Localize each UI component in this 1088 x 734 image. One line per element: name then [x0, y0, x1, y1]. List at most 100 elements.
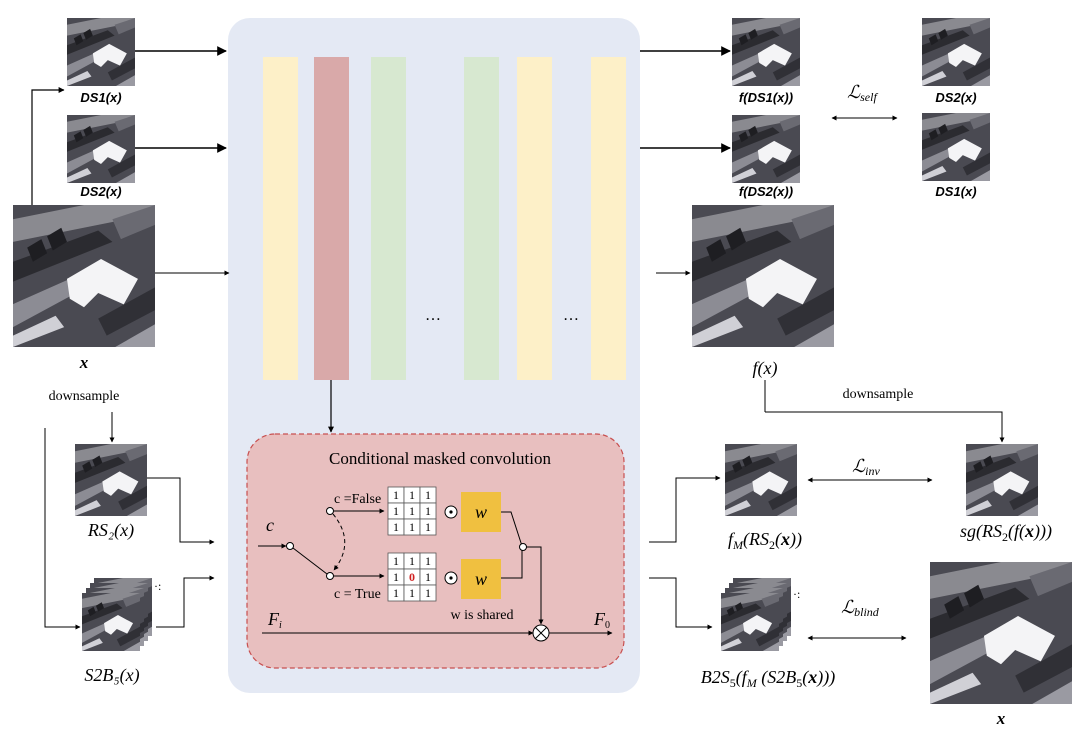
img-b2s5-front [721, 593, 779, 651]
switch-node [286, 542, 294, 550]
label-fm-rs2-sub: M [732, 538, 744, 552]
odot-true-dot [449, 576, 453, 580]
label-f-x: f(x) [753, 358, 778, 379]
arrow-s2b5-to-net [156, 575, 215, 628]
w-label-false: w [475, 502, 487, 522]
label-sg-rs2: sg(RS2(f(x))) [960, 521, 1052, 544]
label-rs2: RS₂(x) [87, 520, 134, 541]
label-fm-rs2-end: (x)) [775, 529, 802, 550]
layer-1 [263, 57, 298, 380]
kernel-false-value-2: 1 [425, 488, 431, 502]
w-shared-label: w is shared [451, 608, 514, 623]
w-box-false [461, 492, 501, 532]
switch-true-node [326, 572, 334, 580]
img-ds1 [67, 18, 135, 86]
label-sg-rest: (f(x))) [1008, 521, 1052, 542]
fi-text: F [267, 609, 280, 629]
kernel-true-value-4: 0 [409, 570, 415, 584]
kernel-false-value-6: 1 [393, 520, 399, 534]
arrow-downsample-right [765, 411, 1005, 443]
ellipsis-2: … [563, 307, 579, 324]
kernel-true-value-0: 1 [393, 554, 399, 568]
label-b2s5-rest2: (S2B [757, 667, 797, 688]
kernel-true-value-8: 1 [425, 586, 431, 600]
layer-6 [591, 57, 626, 380]
img-ds1-right [922, 113, 990, 181]
merge-to-mult [526, 546, 544, 625]
w-label-true: w [475, 569, 487, 589]
label-fm-rs2-rest: (RS [743, 529, 769, 550]
c-input-label: c [266, 515, 274, 535]
img-f-ds2 [732, 115, 800, 183]
kernel-true-value-2: 1 [425, 554, 431, 568]
layer-4 [464, 57, 499, 380]
b2s5-stack-dots: ·: [793, 587, 800, 601]
kernel-false-value-4: 1 [409, 504, 415, 518]
label-ds1: DS1(x) [80, 90, 121, 105]
label-b2s5: B2S5(fM (S2B5(x))) [701, 667, 835, 690]
img-s2b5-front [82, 593, 140, 651]
label-fm-rs2-sub2: 2 [769, 538, 775, 552]
img-rs2 [75, 444, 147, 516]
label-downsample-left: downsample [49, 389, 120, 404]
kernel-false-value-1: 1 [409, 488, 415, 502]
kernel-true-value-5: 1 [425, 570, 431, 584]
switch-false-node [326, 507, 334, 515]
kernel-false-value-7: 1 [409, 520, 415, 534]
fi-subscript: i [279, 620, 282, 631]
ellipsis-1: … [425, 307, 441, 324]
img-f-ds1 [732, 18, 800, 86]
loss-self-sub: self [860, 90, 878, 104]
label-b2s5-rest: (f [736, 667, 750, 688]
layer-3 [371, 57, 406, 380]
label-x-bottom: x [996, 709, 1006, 728]
kernel-true-value-3: 1 [393, 570, 399, 584]
label-ds2: DS2(x) [80, 184, 121, 199]
fi-label: Fi [267, 609, 282, 631]
kernel-true-value-1: 1 [409, 554, 415, 568]
img-x-main [13, 205, 155, 347]
cmc-box [246, 433, 625, 669]
label-fm-rs2-x: x [780, 529, 790, 549]
label-loss-inv: ℒinv [852, 456, 880, 478]
arrow-x-to-ds1 [31, 87, 65, 205]
arrow-rs2-to-net [147, 477, 215, 545]
img-sg-rs2 [966, 444, 1038, 516]
label-ds1-right: DS1(x) [935, 184, 976, 199]
c-true-label: c = True [334, 587, 381, 602]
img-f-x [692, 205, 834, 347]
arrow-net-to-fm-rs2 [649, 475, 721, 543]
otimes-cross-2 [535, 627, 547, 639]
kernel-false-value-8: 1 [425, 520, 431, 534]
merge-node [519, 543, 527, 551]
label-s2b5: S2B₅(x) [84, 665, 139, 686]
kernel-true-cell-8 [419, 584, 437, 602]
arrow-x-to-s2b5 [44, 428, 81, 630]
label-b2s5-m: M [746, 676, 758, 690]
kernel-false-value-3: 1 [393, 504, 399, 518]
label-loss-blind: ℒblind [841, 597, 880, 619]
label-fm-rs2: fM(RS2(x)) [728, 529, 802, 552]
label-f-ds2: f(DS2(x)) [739, 184, 793, 199]
img-fm-rs2 [725, 444, 797, 516]
img-x-bottom [930, 562, 1072, 704]
s2b5-stack-dots: ·: [154, 579, 161, 593]
kernel-false-grid: 1 1 11 1 11 1 1 [387, 486, 437, 536]
label-ds2-right: DS2(x) [935, 90, 976, 105]
label-downsample-right: downsample [843, 387, 914, 402]
kernel-false-value-0: 1 [393, 488, 399, 502]
label-b2s5-sub: 5 [730, 676, 736, 690]
label-sg-sub: 2 [1002, 530, 1008, 544]
label-x-main: x [79, 353, 89, 372]
kernel-false-cell-8 [419, 518, 437, 536]
kernel-false-value-5: 1 [425, 504, 431, 518]
merge-line-true [501, 549, 523, 579]
cmc-title: Conditional masked convolution [329, 449, 551, 468]
arrow-net-to-b2s5 [649, 577, 713, 630]
c-false-label: c =False [334, 492, 381, 507]
kernel-true-value-6: 1 [393, 586, 399, 600]
merge-line-false [501, 511, 523, 547]
switch-dashed-arc [332, 513, 346, 571]
layer-2-masked [314, 57, 349, 380]
